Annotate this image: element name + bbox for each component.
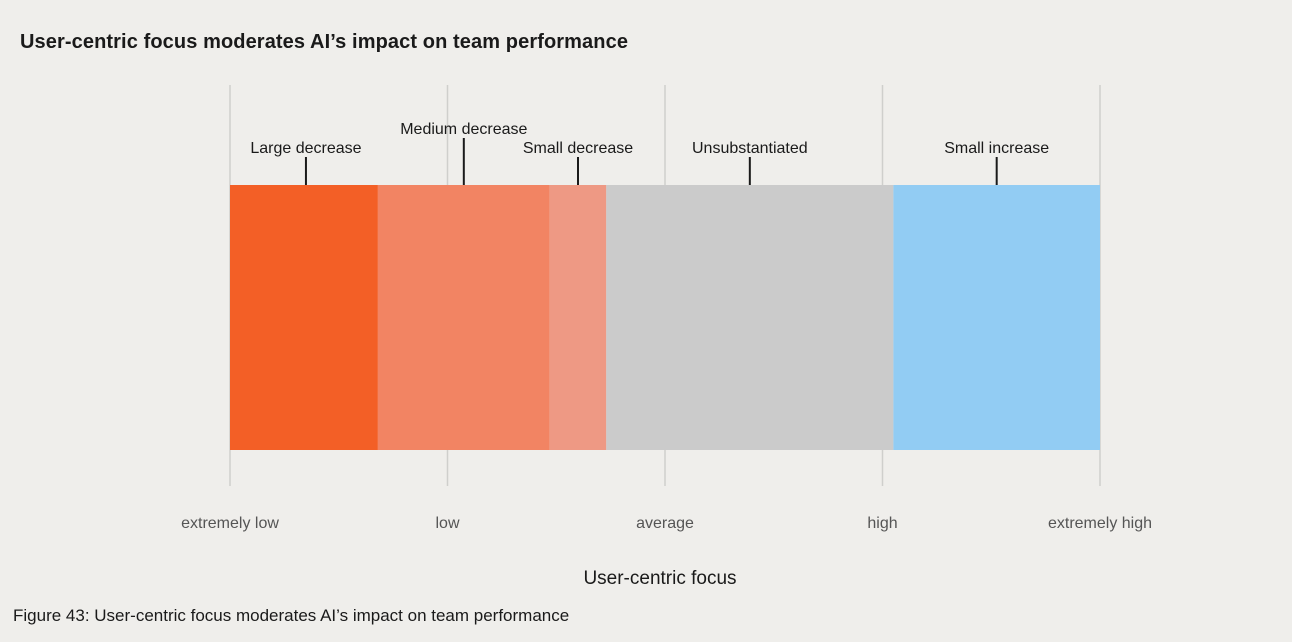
segment-bar bbox=[549, 185, 607, 450]
segment-label: Unsubstantiated bbox=[692, 140, 808, 157]
segment-bar bbox=[377, 185, 550, 450]
segment-label: Large decrease bbox=[250, 140, 361, 157]
segment-label: Small decrease bbox=[523, 140, 633, 157]
tick-label: low bbox=[435, 515, 459, 532]
segments bbox=[230, 185, 1100, 450]
segment-bar bbox=[230, 185, 378, 450]
segment-label: Medium decrease bbox=[400, 121, 527, 138]
tick-label: extremely low bbox=[181, 515, 279, 532]
tick-labels: extremely low low average high extremely hig… bbox=[181, 515, 1152, 532]
chart-title: User-centric focus moderates AI’s impact… bbox=[20, 31, 629, 53]
segment-markers bbox=[304, 138, 998, 185]
tick-label: average bbox=[636, 515, 694, 532]
chart: Large decrease Medium decrease Small decre… bbox=[181, 85, 1152, 589]
segment-bar bbox=[606, 185, 894, 450]
segment-labels: Large decrease Medium decrease Small decre… bbox=[250, 121, 1049, 157]
segment-bar bbox=[893, 185, 1100, 450]
segment-label: Small increase bbox=[944, 140, 1049, 157]
x-axis-label: User-centric focus bbox=[583, 568, 736, 589]
tick-label: extremely high bbox=[1048, 515, 1152, 532]
tick-label: high bbox=[867, 515, 897, 532]
figure-caption: Figure 43: User-centric focus moderates … bbox=[13, 606, 570, 625]
